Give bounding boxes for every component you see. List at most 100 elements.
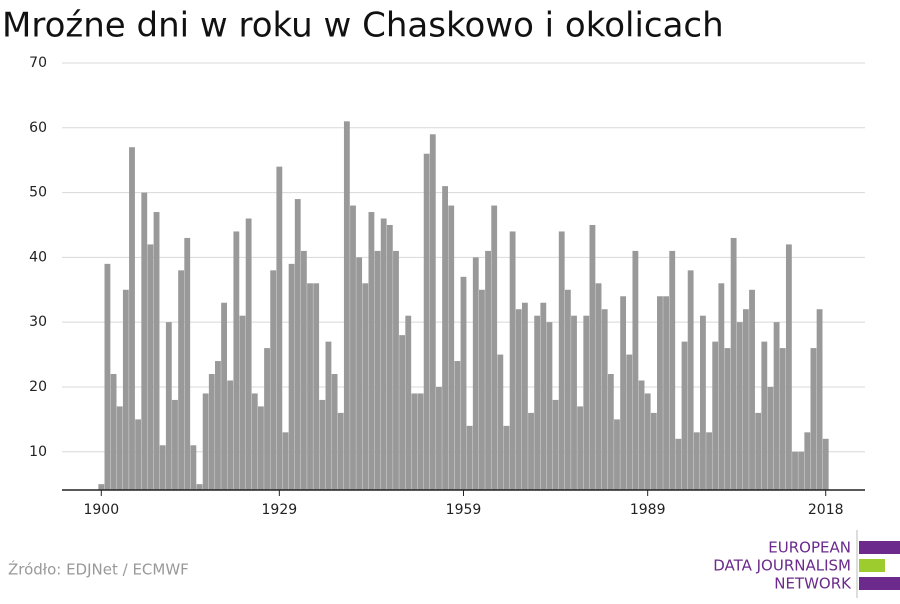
bar	[129, 147, 135, 490]
bar	[472, 257, 479, 490]
bar	[202, 393, 209, 490]
bar	[190, 445, 197, 490]
bar	[632, 250, 639, 490]
x-tick-label: 1929	[262, 502, 298, 518]
bar	[325, 341, 332, 490]
bar	[546, 322, 553, 490]
logo-bar	[859, 541, 900, 554]
bar	[122, 289, 129, 490]
y-tick-label: 70	[29, 55, 47, 71]
logo-text: DATA JOURNALISM	[713, 557, 851, 575]
y-tick-label: 10	[29, 444, 47, 460]
bar	[282, 432, 289, 490]
bar	[712, 341, 719, 490]
bar	[368, 212, 375, 490]
bar	[448, 205, 455, 490]
chart-title: Mroźne dni w roku w Chaskowo i okolicach	[2, 6, 724, 46]
bar	[147, 244, 154, 490]
bar	[386, 224, 393, 490]
bar	[749, 289, 755, 490]
bar	[804, 432, 811, 490]
bar	[374, 250, 381, 490]
bar	[454, 361, 461, 490]
bar	[515, 309, 522, 490]
bar	[773, 322, 780, 490]
bar	[466, 425, 473, 490]
bar	[417, 393, 424, 490]
bar	[313, 283, 320, 490]
bar	[657, 296, 663, 490]
bar	[460, 276, 467, 490]
bar	[650, 412, 657, 490]
bar	[675, 438, 682, 490]
bar	[577, 406, 584, 490]
bar	[810, 348, 817, 490]
logo-bar	[859, 559, 885, 572]
bar	[693, 432, 700, 490]
bar	[208, 374, 215, 490]
bar	[172, 399, 178, 490]
bar	[116, 406, 123, 490]
bar	[755, 412, 762, 490]
bar	[399, 335, 406, 490]
bar	[792, 451, 798, 490]
bar	[669, 250, 676, 490]
logo-text: NETWORK	[774, 575, 852, 593]
bar	[724, 348, 731, 490]
bar	[558, 231, 565, 490]
bar	[184, 237, 191, 490]
y-tick-label: 60	[29, 120, 47, 136]
bar	[423, 153, 430, 490]
bar	[816, 309, 823, 490]
bar	[264, 348, 270, 490]
bar	[337, 412, 344, 490]
bar	[159, 445, 166, 490]
bar	[300, 250, 307, 490]
bar	[620, 296, 627, 490]
logo-text: EUROPEAN	[768, 539, 851, 557]
y-tick-label: 40	[29, 249, 47, 265]
bar	[540, 302, 547, 490]
bar	[350, 205, 356, 490]
bar	[178, 270, 185, 490]
bar	[110, 374, 117, 490]
bar	[589, 224, 596, 490]
source: Źródło: EDJNet / ECMWF	[8, 560, 189, 579]
bar	[135, 419, 142, 490]
bar	[288, 263, 295, 490]
bar	[663, 296, 670, 490]
x-tick-label: 2018	[808, 502, 844, 518]
bar	[644, 393, 651, 490]
bar	[436, 386, 442, 490]
bar	[233, 231, 240, 490]
bar	[239, 315, 246, 490]
bar	[497, 354, 504, 490]
bar	[552, 399, 559, 490]
bar	[343, 121, 350, 491]
bar	[534, 315, 541, 490]
bar	[257, 406, 264, 490]
bar	[362, 283, 369, 490]
bar	[528, 412, 534, 490]
bar	[227, 380, 234, 490]
bar	[307, 283, 313, 490]
bar	[331, 374, 338, 490]
bar	[270, 270, 277, 490]
bar	[503, 425, 510, 490]
bar	[294, 199, 301, 490]
y-tick-label: 50	[29, 185, 47, 201]
bar	[393, 250, 399, 490]
bar	[736, 322, 743, 490]
bar	[730, 237, 737, 490]
bar	[571, 315, 577, 490]
bar	[700, 315, 706, 490]
bar	[429, 134, 436, 490]
bar	[196, 484, 203, 490]
y-tick-label: 20	[29, 379, 47, 395]
bar	[607, 374, 614, 490]
x-tick-label: 1959	[446, 502, 482, 518]
bar	[251, 393, 258, 490]
bar	[742, 309, 749, 490]
bar	[141, 192, 148, 491]
